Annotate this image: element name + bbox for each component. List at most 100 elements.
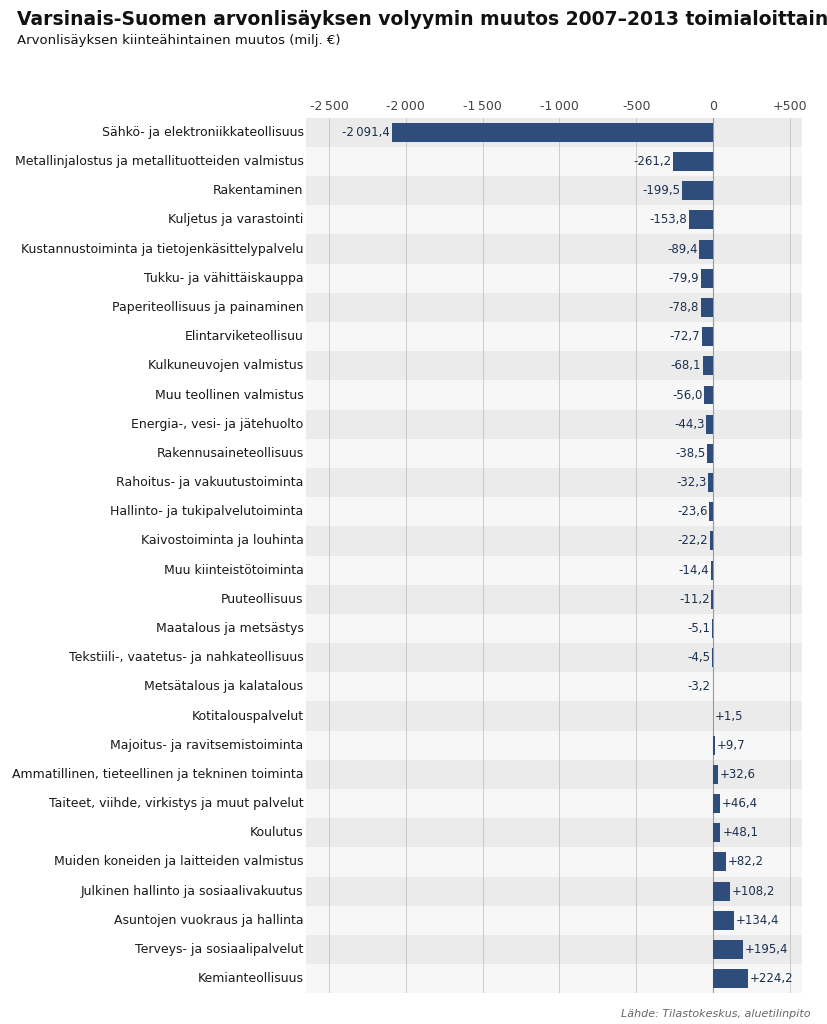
Bar — [306, 614, 802, 643]
Bar — [713, 910, 734, 930]
Bar — [306, 877, 802, 906]
Text: -78,8: -78,8 — [669, 301, 699, 314]
Text: Taiteet, viihde, virkistys ja muut palvelut: Taiteet, viihde, virkistys ja muut palve… — [49, 797, 304, 810]
Bar — [306, 526, 802, 555]
Bar — [713, 735, 715, 755]
Text: Majoitus- ja ravitsemistoiminta: Majoitus- ja ravitsemistoiminta — [110, 738, 304, 752]
Text: +134,4: +134,4 — [735, 913, 779, 927]
Text: Kaivostoiminta ja louhinta: Kaivostoiminta ja louhinta — [141, 535, 304, 548]
Bar — [705, 385, 713, 404]
Bar — [706, 415, 713, 434]
Bar — [306, 906, 802, 935]
Bar — [306, 701, 802, 731]
Bar — [306, 643, 802, 673]
Text: Tekstiili-, vaatetus- ja nahkateollisuus: Tekstiili-, vaatetus- ja nahkateollisuus — [69, 651, 304, 665]
Text: Tukku- ja vähittäiskauppa: Tukku- ja vähittäiskauppa — [144, 271, 304, 285]
Bar — [703, 356, 713, 376]
Text: -22,2: -22,2 — [677, 535, 708, 548]
Bar — [713, 794, 720, 813]
Text: Sähkö- ja elektroniikkateollisuus: Sähkö- ja elektroniikkateollisuus — [102, 126, 304, 139]
Bar — [710, 502, 713, 521]
Bar — [713, 940, 743, 959]
Bar — [306, 206, 802, 234]
Text: -79,9: -79,9 — [668, 271, 699, 285]
Text: -44,3: -44,3 — [674, 418, 705, 431]
Text: -4,5: -4,5 — [687, 651, 710, 665]
Text: -5,1: -5,1 — [687, 622, 710, 635]
Text: Muiden koneiden ja laitteiden valmistus: Muiden koneiden ja laitteiden valmistus — [54, 855, 304, 868]
Bar — [713, 882, 729, 901]
Bar — [711, 560, 713, 580]
Text: Lähde: Tilastokeskus, aluetilinpito: Lähde: Tilastokeskus, aluetilinpito — [621, 1009, 810, 1019]
Text: -3,2: -3,2 — [688, 680, 710, 693]
Text: -68,1: -68,1 — [671, 359, 700, 373]
Bar — [306, 555, 802, 585]
Bar — [306, 410, 802, 438]
Bar — [708, 473, 713, 493]
Text: Puuteollisuus: Puuteollisuus — [221, 593, 304, 606]
Text: Kustannustoiminta ja tietojenkäsittelypalvelu: Kustannustoiminta ja tietojenkäsittelypa… — [21, 243, 304, 256]
Text: -2 091,4: -2 091,4 — [342, 126, 390, 139]
Text: Kuljetus ja varastointi: Kuljetus ja varastointi — [168, 213, 304, 226]
Text: +1,5: +1,5 — [715, 710, 743, 723]
Text: -261,2: -261,2 — [633, 155, 672, 168]
Text: -89,4: -89,4 — [667, 243, 697, 256]
Bar — [710, 531, 713, 551]
Bar — [306, 788, 802, 818]
Text: -153,8: -153,8 — [650, 213, 687, 226]
Text: Energia-, vesi- ja jätehuolto: Energia-, vesi- ja jätehuolto — [131, 418, 304, 431]
Text: -56,0: -56,0 — [672, 388, 703, 401]
Bar — [306, 147, 802, 176]
Bar — [306, 323, 802, 351]
Bar — [713, 852, 726, 871]
Text: Muu kiinteistötoiminta: Muu kiinteistötoiminta — [164, 563, 304, 577]
Bar — [713, 765, 718, 784]
Bar — [306, 118, 802, 147]
Text: +32,6: +32,6 — [720, 768, 756, 781]
Bar — [711, 590, 713, 609]
Text: +9,7: +9,7 — [716, 738, 745, 752]
Bar — [690, 210, 713, 229]
Bar — [702, 327, 713, 346]
Text: Julkinen hallinto ja sosiaalivakuutus: Julkinen hallinto ja sosiaalivakuutus — [81, 885, 304, 898]
Text: Rakentaminen: Rakentaminen — [213, 184, 304, 198]
Bar — [306, 585, 802, 614]
Text: Metsätalous ja kalatalous: Metsätalous ja kalatalous — [145, 680, 304, 693]
Bar — [306, 965, 802, 993]
Bar — [306, 760, 802, 788]
Text: -199,5: -199,5 — [643, 184, 681, 198]
Bar — [306, 935, 802, 965]
Text: Maatalous ja metsästys: Maatalous ja metsästys — [155, 622, 304, 635]
Text: -14,4: -14,4 — [678, 563, 709, 577]
Bar — [306, 731, 802, 760]
Bar — [306, 234, 802, 264]
Text: Kulkuneuvojen valmistus: Kulkuneuvojen valmistus — [148, 359, 304, 373]
Text: Kotitalouspalvelut: Kotitalouspalvelut — [191, 710, 304, 723]
Bar — [673, 152, 713, 171]
Bar — [707, 443, 713, 463]
Bar — [306, 818, 802, 848]
Text: -32,3: -32,3 — [676, 476, 706, 489]
Bar — [306, 848, 802, 877]
Text: Asuntojen vuokraus ja hallinta: Asuntojen vuokraus ja hallinta — [114, 913, 304, 927]
Bar — [700, 268, 713, 288]
Bar — [306, 381, 802, 410]
Bar — [306, 439, 802, 468]
Text: Rakennusaineteollisuus: Rakennusaineteollisuus — [156, 446, 304, 460]
Text: Elintarviketeollisuu: Elintarviketeollisuu — [184, 330, 304, 343]
Bar — [306, 293, 802, 322]
Text: +46,4: +46,4 — [722, 797, 758, 810]
Text: -38,5: -38,5 — [675, 446, 705, 460]
Text: Terveys- ja sosiaalipalvelut: Terveys- ja sosiaalipalvelut — [135, 943, 304, 956]
Text: Varsinais-Suomen arvonlisäyksen volyymin muutos 2007–2013 toimialoittain: Varsinais-Suomen arvonlisäyksen volyymin… — [17, 10, 827, 30]
Bar — [306, 264, 802, 293]
Text: +48,1: +48,1 — [722, 826, 758, 840]
Bar — [682, 181, 713, 201]
Text: -72,7: -72,7 — [669, 330, 700, 343]
Text: Hallinto- ja tukipalvelutoiminta: Hallinto- ja tukipalvelutoiminta — [110, 505, 304, 518]
Text: Metallinjalostus ja metallituotteiden valmistus: Metallinjalostus ja metallituotteiden va… — [15, 155, 304, 168]
Text: Paperiteollisuus ja painaminen: Paperiteollisuus ja painaminen — [112, 301, 304, 314]
Bar — [700, 240, 713, 259]
Bar — [306, 672, 802, 701]
Bar — [306, 176, 802, 205]
